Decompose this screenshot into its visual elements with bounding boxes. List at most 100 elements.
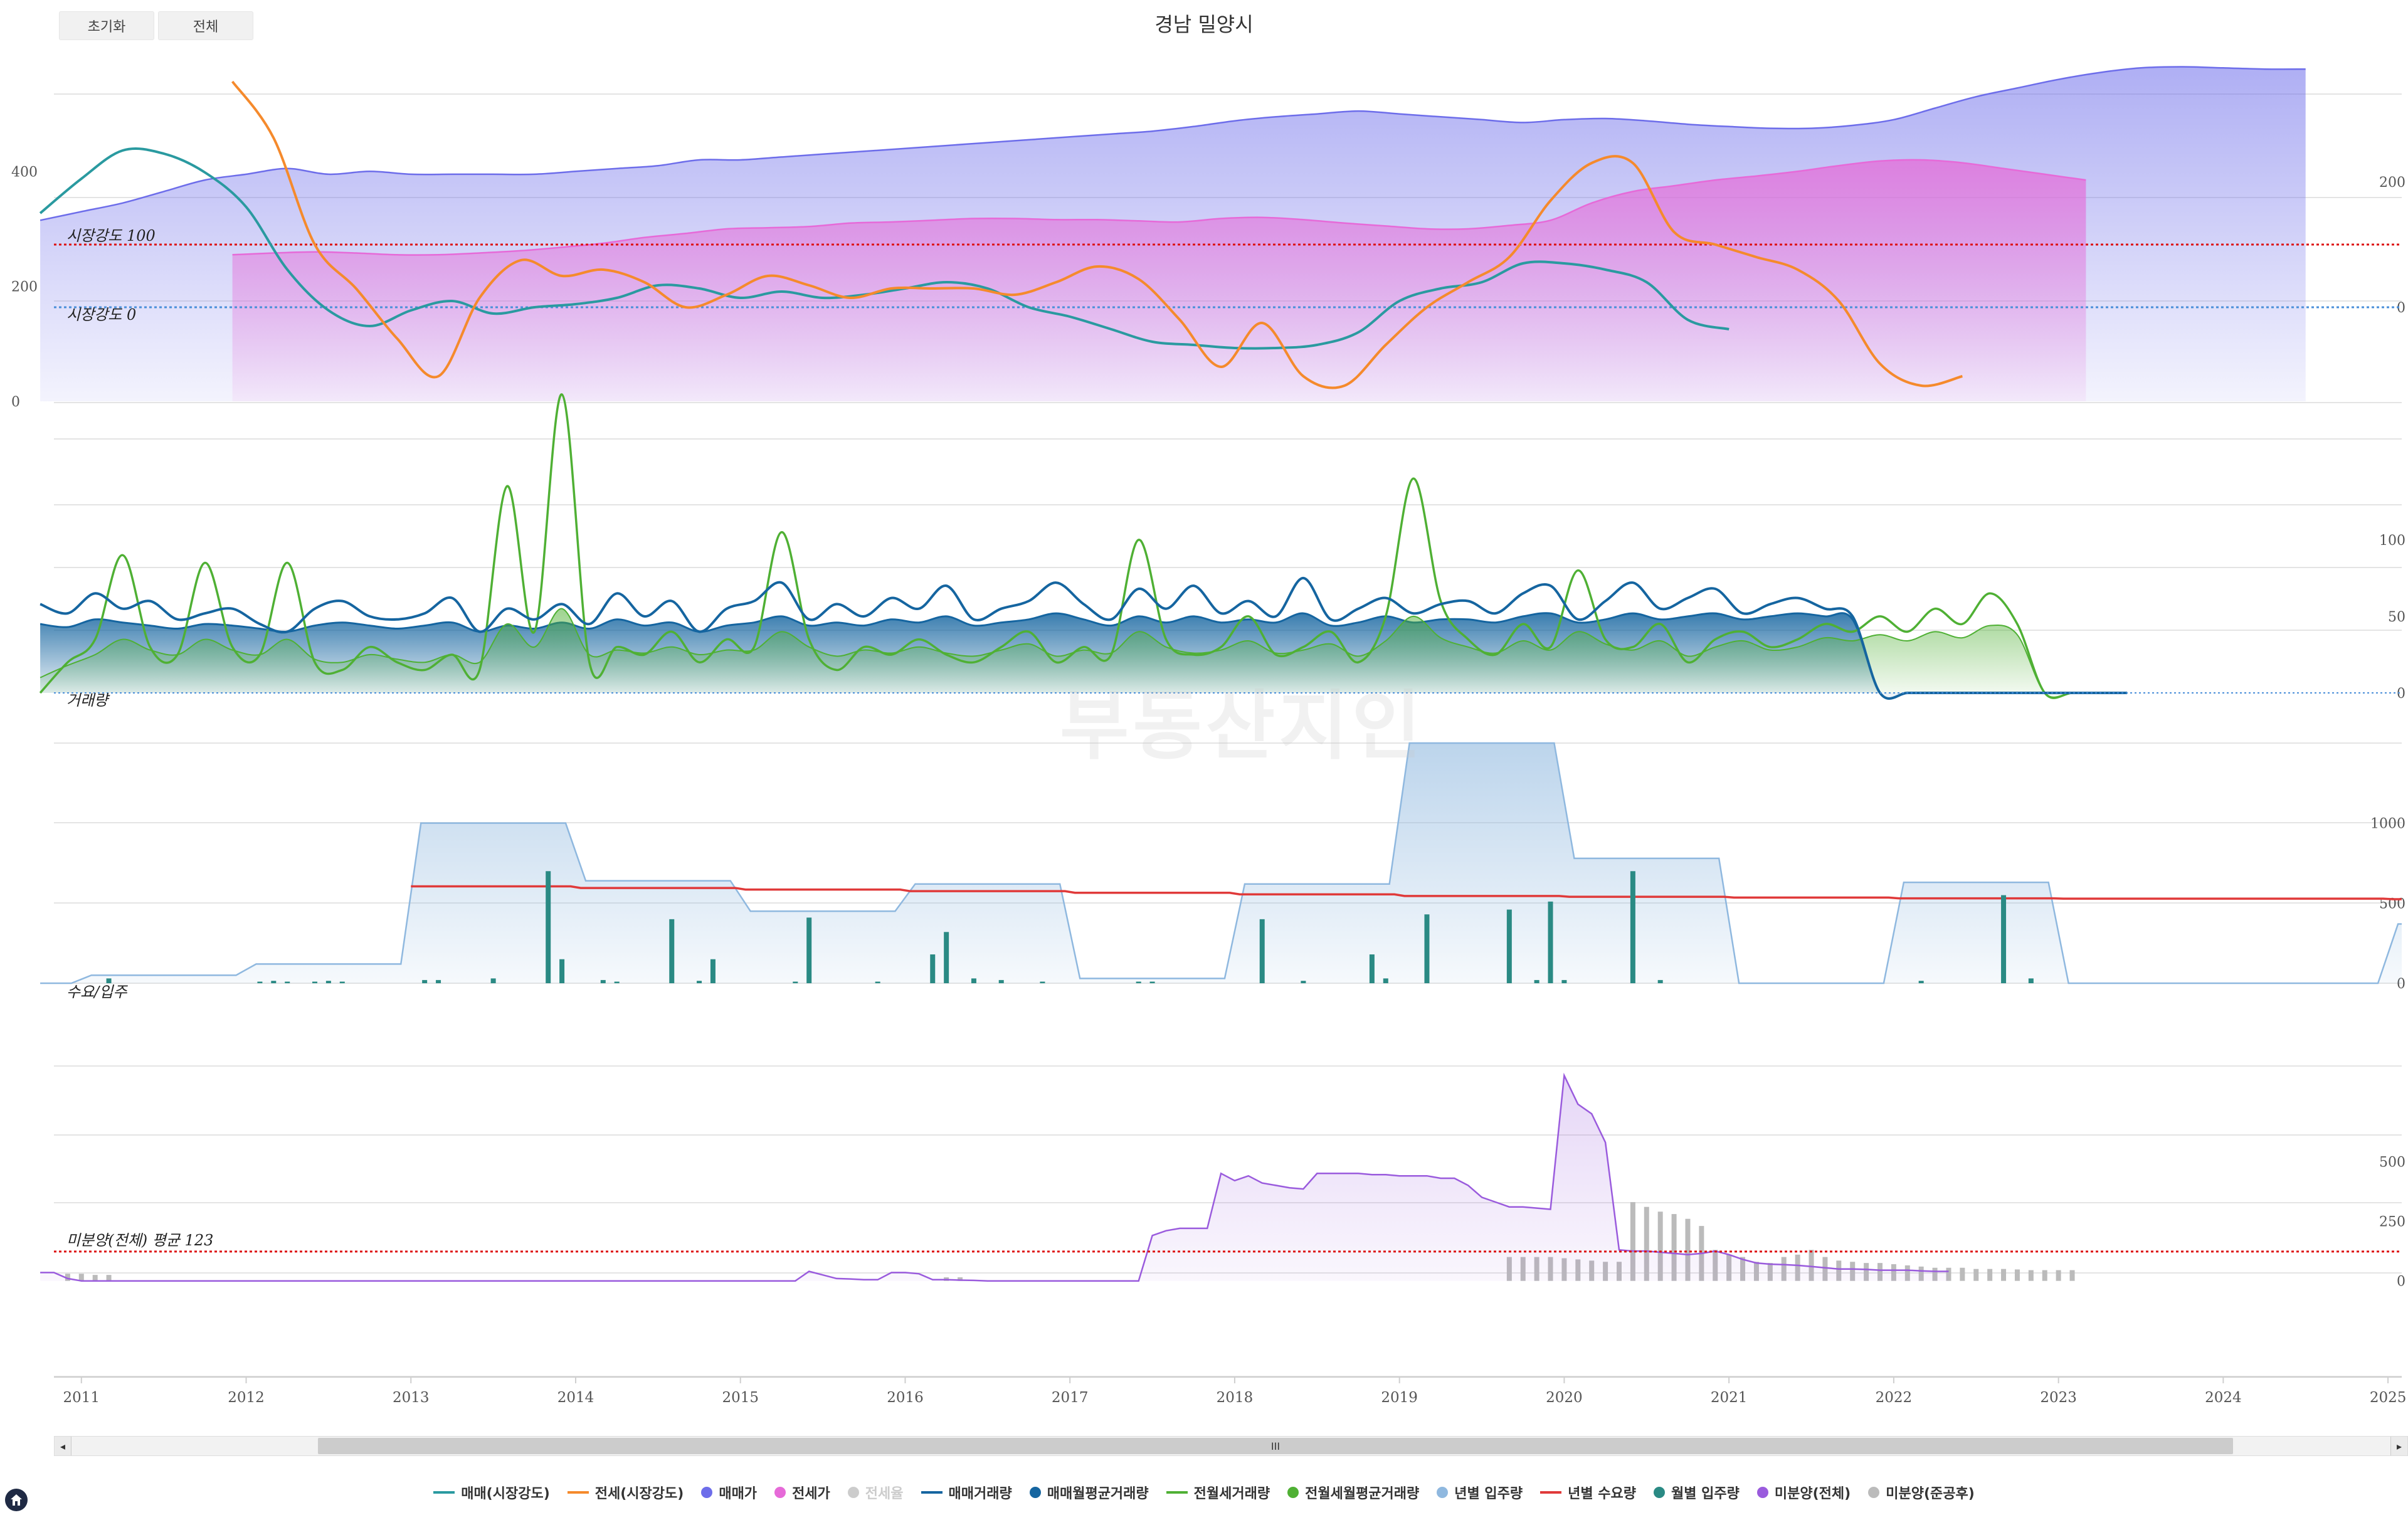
- bar-monthly-supply: [1136, 981, 1141, 983]
- bar-monthly-supply: [106, 978, 112, 983]
- bar-monthly-supply: [875, 981, 880, 983]
- line-jeonse-price: [232, 159, 2086, 256]
- watermark: 부동산지인: [1060, 683, 1425, 770]
- legend-label: 미분양(준공후): [1886, 1486, 1975, 1502]
- bar-unsold-completed: [1685, 1218, 1691, 1281]
- ytick-right-unsold: 500: [2379, 1154, 2405, 1170]
- bar-monthly-supply: [998, 979, 1004, 983]
- range-scrollbar[interactable]: ◂ III ▸: [54, 1436, 2408, 1456]
- bar-monthly-supply: [944, 932, 949, 983]
- xtick-label: 2015: [722, 1390, 759, 1406]
- line-yearly-supply: [40, 742, 2402, 984]
- legend-line-icon: [921, 1491, 943, 1494]
- bar-monthly-supply: [614, 981, 620, 983]
- ytick-left-price: 200: [11, 280, 38, 295]
- label-supply: 수요/입주: [66, 983, 128, 1001]
- bar-unsold-completed: [1973, 1269, 1979, 1281]
- legend-item[interactable]: 매매월평균거래량: [1029, 1482, 1149, 1502]
- legend-item[interactable]: 미분양(준공후): [1868, 1482, 1975, 1502]
- bar-monthly-supply: [1424, 914, 1430, 983]
- legend-dot-icon: [701, 1487, 713, 1498]
- line-sale-volume-avg: [40, 612, 2128, 700]
- legend-label: 매매(시장강도): [461, 1486, 550, 1502]
- bar-monthly-supply: [1534, 979, 1539, 983]
- legend-line-icon: [1166, 1491, 1188, 1494]
- legend-item[interactable]: 전세율: [847, 1482, 904, 1502]
- legend-dot-icon: [1287, 1487, 1299, 1498]
- legend-dot-icon: [774, 1487, 786, 1498]
- bar-monthly-supply: [930, 954, 936, 983]
- legend-item[interactable]: 전세(시장강도): [567, 1482, 684, 1502]
- legend-dot-icon: [1654, 1487, 1666, 1498]
- legend-dot-icon: [1029, 1487, 1041, 1498]
- legend-item[interactable]: 전세가: [774, 1482, 830, 1502]
- legend-item[interactable]: 년별 입주량: [1437, 1482, 1523, 1502]
- legend-item[interactable]: 매매거래량: [921, 1482, 1012, 1502]
- bar-monthly-supply: [710, 959, 716, 983]
- legend: 매매(시장강도) 전세(시장강도) 매매가 전세가 전세율 매매거래량 매매월평균거래량 전월…: [0, 1480, 2408, 1505]
- xtick-label: 2019: [1381, 1390, 1418, 1406]
- bar-monthly-supply: [1040, 981, 1045, 983]
- legend-label: 매매월평균거래량: [1047, 1486, 1149, 1502]
- legend-item[interactable]: 전월세월평균거래량: [1287, 1482, 1419, 1502]
- ytick-right-supply: 1000: [2370, 816, 2405, 832]
- scroll-right-arrow-icon[interactable]: ▸: [2390, 1437, 2407, 1455]
- bar-unsold-completed: [1809, 1250, 1814, 1281]
- legend-label: 미분양(전체): [1774, 1486, 1851, 1502]
- line-jeonse-volume: [39, 393, 2128, 699]
- bar-monthly-supply: [285, 981, 290, 983]
- house-icon: [11, 1494, 22, 1506]
- ytick-right-price: 0: [2397, 300, 2405, 316]
- xtick-label: 2022: [1876, 1390, 1913, 1406]
- xtick-label: 2011: [63, 1390, 100, 1406]
- bar-unsold-completed: [1671, 1214, 1677, 1281]
- legend-item[interactable]: 월별 입주량: [1654, 1482, 1740, 1502]
- bar-monthly-supply: [339, 981, 345, 983]
- bar-monthly-supply: [971, 978, 976, 983]
- bar-monthly-supply: [1657, 979, 1663, 983]
- bar-unsold-completed: [106, 1275, 112, 1281]
- ytick-left-price: 400: [11, 164, 38, 180]
- legend-label: 전세가: [792, 1486, 830, 1502]
- all-range-button[interactable]: 전체: [158, 11, 253, 40]
- area-yearly-supply: [40, 743, 2402, 983]
- xtick-label: 2013: [393, 1390, 430, 1406]
- line-sale-price: [40, 66, 2306, 221]
- legend-line-icon: [433, 1491, 455, 1494]
- bar-monthly-supply: [2028, 978, 2034, 983]
- bar-monthly-supply: [257, 981, 263, 983]
- xtick-label: 2014: [557, 1390, 594, 1406]
- ytick-left-price: 0: [11, 394, 20, 410]
- bar-unsold-completed: [2056, 1270, 2061, 1281]
- line-sale-volume: [40, 576, 2128, 700]
- legend-item[interactable]: 미분양(전체): [1756, 1482, 1851, 1502]
- scroll-thumb[interactable]: III: [318, 1438, 2233, 1454]
- legend-item[interactable]: 매매가: [701, 1482, 757, 1502]
- legend-item[interactable]: 년별 수요량: [1540, 1482, 1636, 1502]
- bar-monthly-supply: [490, 978, 496, 983]
- xtick-label: 2016: [887, 1390, 924, 1406]
- bar-monthly-supply: [271, 981, 277, 983]
- bar-monthly-supply: [793, 981, 798, 983]
- reset-button[interactable]: 초기화: [59, 11, 154, 40]
- line-yearly-demand: [411, 885, 2402, 900]
- scroll-left-arrow-icon[interactable]: ◂: [55, 1437, 71, 1455]
- bar-unsold-completed: [1960, 1267, 1965, 1281]
- legend-item[interactable]: 전월세거래량: [1166, 1482, 1270, 1502]
- legend-item[interactable]: 매매(시장강도): [433, 1482, 550, 1502]
- home-icon[interactable]: [5, 1489, 28, 1511]
- ytick-right-unsold: 250: [2379, 1215, 2405, 1230]
- xtick-label: 2024: [2205, 1390, 2242, 1406]
- legend-label: 전세율: [865, 1486, 904, 1502]
- xtick-label: 2021: [1711, 1390, 1748, 1406]
- bar-monthly-supply: [1630, 871, 1635, 983]
- legend-label: 년별 수요량: [1568, 1486, 1637, 1502]
- chart-title: 경남 밀양시: [1154, 13, 1254, 36]
- bar-unsold-completed: [2001, 1269, 2007, 1281]
- ytick-right-volume: 50: [2388, 610, 2405, 625]
- bar-unsold-completed: [2014, 1269, 2020, 1281]
- bar-monthly-supply: [436, 979, 441, 983]
- legend-line-icon: [567, 1491, 589, 1494]
- bar-monthly-supply: [1149, 981, 1155, 983]
